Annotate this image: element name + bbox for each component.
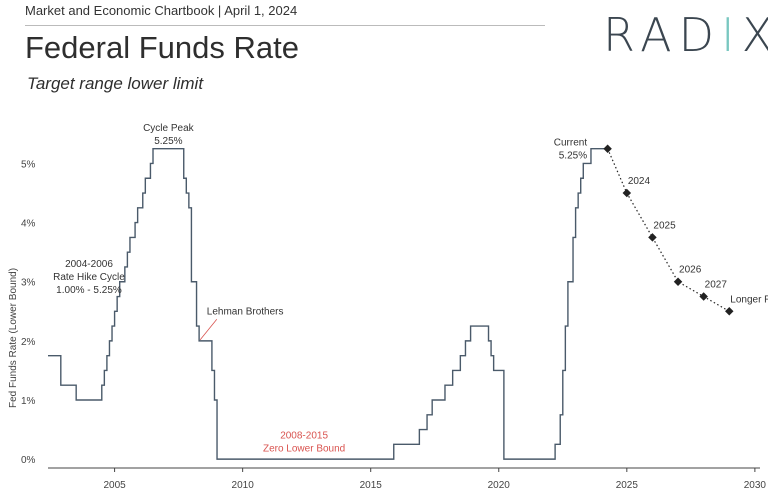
y-tick-label: 0%	[21, 455, 36, 466]
annotation-text: 2008-2015	[280, 430, 328, 441]
radix-logo: RADIX	[603, 8, 768, 62]
chartbook-header: Market and Economic Chartbook | April 1,…	[25, 3, 298, 18]
lehman-connector	[199, 319, 218, 341]
projection-point-label: 2025	[653, 220, 676, 231]
logo-text-right: X	[741, 8, 768, 62]
annotation-text: 5.25%	[154, 136, 182, 147]
y-tick-label: 1%	[21, 396, 36, 407]
page-subtitle: Target range lower limit	[27, 74, 204, 93]
x-tick-label: 2020	[488, 480, 511, 491]
annotation-text: 5.25%	[559, 151, 587, 162]
annotation-text: 2004-2006	[65, 259, 113, 270]
x-tick-label: 2025	[616, 480, 639, 491]
projection-point-label: 2026	[679, 265, 702, 276]
annotation-text: 1.00% - 5.25%	[56, 285, 122, 296]
y-tick-label: 5%	[21, 159, 36, 170]
series-line-historical	[48, 147, 608, 460]
projection-point-label: 2024	[628, 176, 651, 187]
projection-point	[699, 292, 708, 301]
x-tick-label: 2030	[744, 480, 767, 491]
header-divider	[25, 25, 545, 26]
annotation-text: Cycle Peak	[143, 123, 195, 134]
y-tick-label: 2%	[21, 337, 36, 348]
x-tick-label: 2015	[360, 480, 383, 491]
y-tick-label: 4%	[21, 219, 36, 230]
series-line-projection	[607, 148, 730, 312]
logo-pillar-icon: I	[721, 8, 742, 62]
page-title: Federal Funds Rate	[25, 30, 299, 65]
projection-point	[648, 233, 657, 242]
chart-axes: 2005 2010 2015 2020 2025 2030 0% 1% 2% 3% 4% 5% Fed …	[8, 159, 766, 491]
annotation-text: Zero Lower Bound	[263, 443, 345, 454]
projection-point	[622, 188, 632, 198]
projection-point	[725, 307, 734, 316]
projection-point	[673, 277, 683, 286]
y-tick-label: 3%	[21, 278, 36, 289]
chart-marks	[48, 144, 734, 460]
projection-point-label: 2027	[705, 280, 728, 291]
projection-point-label: Longer Run	[730, 294, 768, 305]
annotation-text: Rate Hike Cycle	[53, 272, 125, 283]
projection-point	[603, 144, 612, 153]
y-axis-label: Fed Funds Rate (Lower Bound)	[8, 268, 19, 408]
x-tick-label: 2010	[232, 480, 255, 491]
annotation-text: Current	[554, 138, 588, 149]
annotation-text: Lehman Brothers	[207, 306, 284, 317]
x-tick-label: 2005	[103, 480, 126, 491]
logo-text-left: RAD	[603, 8, 721, 62]
